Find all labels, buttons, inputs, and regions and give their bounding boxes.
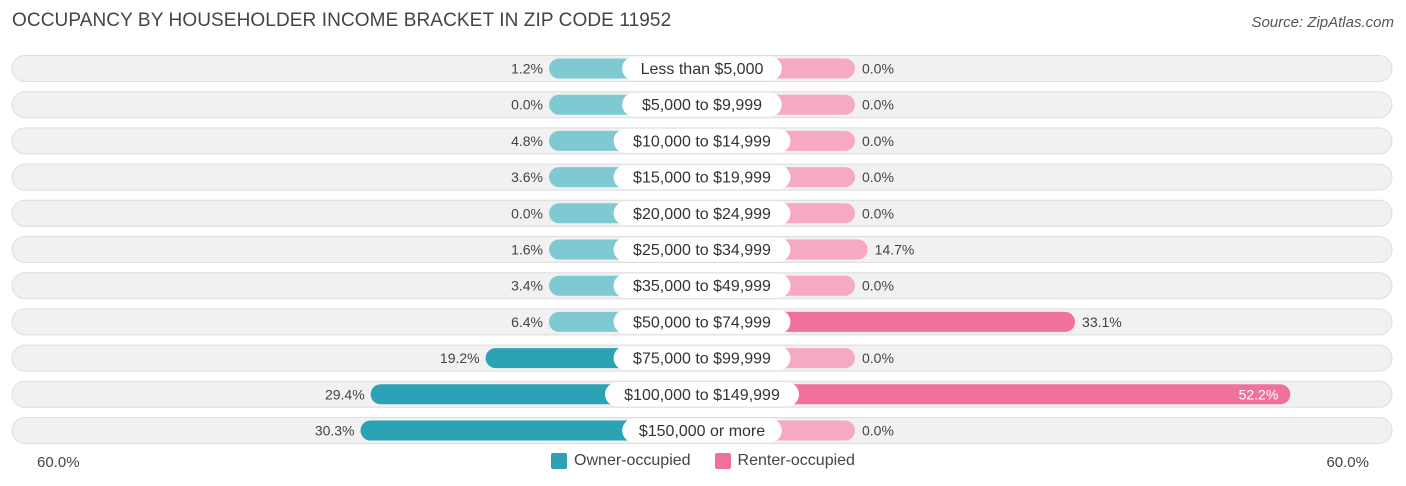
owner-value-label: 6.4%	[511, 314, 543, 330]
category-pill	[613, 309, 791, 334]
legend-item-renter: Renter-occupied	[714, 452, 855, 470]
legend-label-owner: Owner-occupied	[574, 452, 691, 469]
renter-value-label: 0.0%	[862, 61, 894, 77]
category-pill	[605, 382, 799, 407]
category-pill	[613, 273, 791, 298]
renter-value-label: 0.0%	[862, 169, 894, 185]
renter-value-label: 14.7%	[875, 242, 915, 258]
axis-right-label: 60.0%	[1326, 454, 1369, 471]
category-pill	[613, 346, 791, 371]
category-label: $20,000 to $24,999	[633, 206, 771, 223]
category-pill	[613, 165, 791, 190]
category-label: $25,000 to $34,999	[633, 242, 771, 259]
owner-value-label: 29.4%	[325, 386, 365, 402]
category-label: $100,000 to $149,999	[624, 387, 780, 404]
axis-left-label: 60.0%	[37, 454, 80, 471]
category-pill	[622, 418, 782, 443]
category-pill	[622, 92, 782, 117]
category-label: $35,000 to $49,999	[633, 278, 771, 295]
renter-bar	[702, 311, 1076, 332]
category-label: $10,000 to $14,999	[633, 133, 771, 150]
owner-value-label: 0.0%	[511, 97, 543, 113]
owner-value-label: 0.0%	[511, 205, 543, 221]
category-label: Less than $5,000	[641, 61, 764, 78]
legend: Owner-occupied Renter-occupied	[0, 452, 1406, 470]
category-pill	[622, 56, 782, 81]
owner-value-label: 30.3%	[315, 423, 355, 439]
renter-value-label: 33.1%	[1082, 314, 1122, 330]
category-pill	[613, 237, 791, 262]
owner-value-label: 3.4%	[511, 278, 543, 294]
category-pill	[613, 128, 791, 153]
renter-value-label: 52.2%	[1239, 386, 1279, 402]
renter-value-label: 0.0%	[862, 278, 894, 294]
category-label: $75,000 to $99,999	[633, 351, 771, 368]
renter-value-label: 0.0%	[862, 350, 894, 366]
renter-value-label: 0.0%	[862, 423, 894, 439]
owner-value-label: 4.8%	[511, 133, 543, 149]
owner-value-label: 1.6%	[511, 242, 543, 258]
category-label: $50,000 to $74,999	[633, 314, 771, 331]
legend-swatch-renter	[714, 453, 731, 469]
owner-value-label: 3.6%	[511, 169, 543, 185]
renter-value-label: 0.0%	[862, 97, 894, 113]
chart-title: OCCUPANCY BY HOUSEHOLDER INCOME BRACKET …	[12, 10, 672, 31]
legend-swatch-owner	[551, 453, 568, 469]
category-label: $15,000 to $19,999	[633, 170, 771, 187]
renter-value-label: 0.0%	[862, 133, 894, 149]
owner-bar	[360, 420, 702, 441]
legend-label-renter: Renter-occupied	[737, 452, 855, 469]
category-label: $150,000 or more	[639, 423, 765, 440]
owner-value-label: 19.2%	[440, 350, 480, 366]
renter-bar	[702, 384, 1291, 405]
category-pill	[613, 201, 791, 226]
category-label: $5,000 to $9,999	[642, 97, 762, 114]
renter-value-label: 0.0%	[862, 205, 894, 221]
legend-item-owner: Owner-occupied	[551, 452, 691, 470]
source-label: Source: ZipAtlas.com	[1251, 14, 1394, 31]
owner-value-label: 1.2%	[511, 61, 543, 77]
